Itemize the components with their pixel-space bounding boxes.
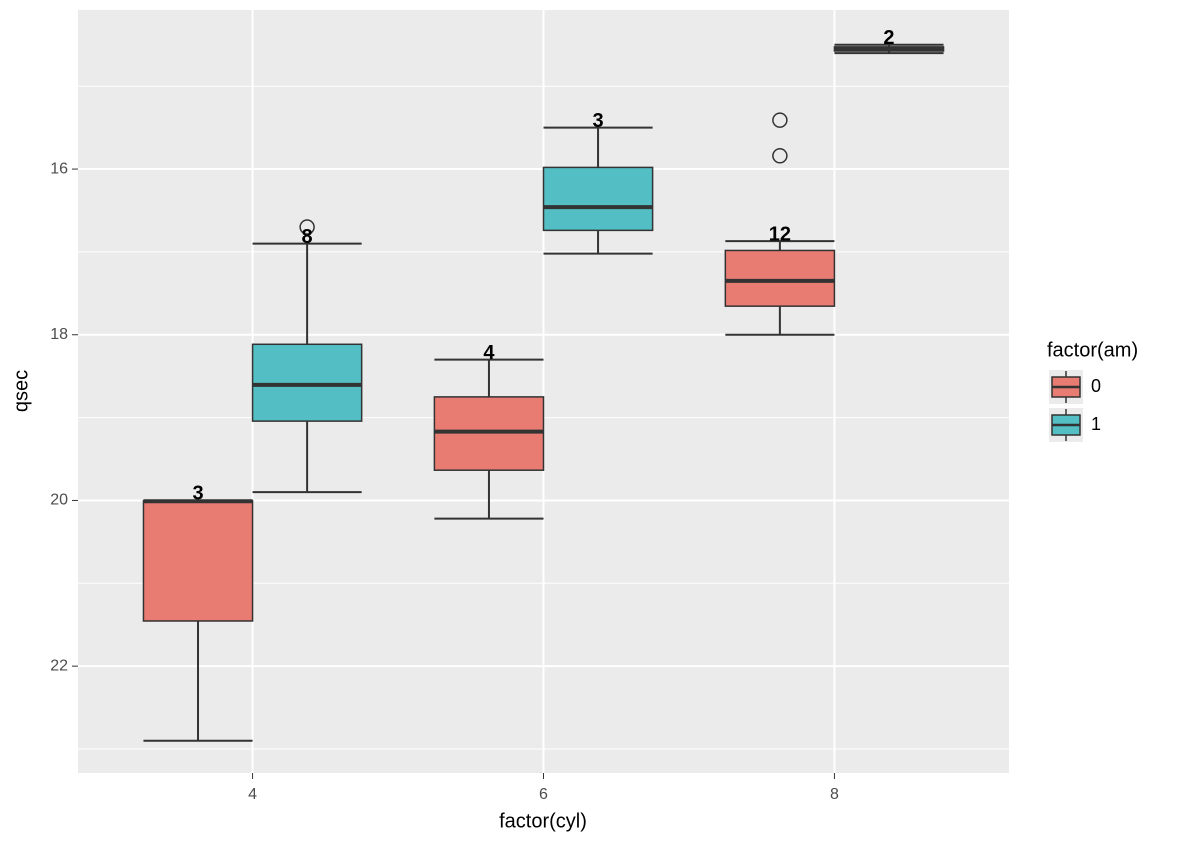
box (542, 166, 654, 232)
y-tick-label: 16 (50, 160, 68, 177)
count-label: 4 (483, 342, 495, 364)
count-label: 8 (302, 226, 313, 248)
box (251, 343, 363, 422)
marks: 3 4 12 8 3 2 (142, 27, 945, 742)
legend-title: factor(am) (1047, 339, 1138, 361)
box-group: 2 (833, 27, 945, 55)
y-tick-label: 18 (50, 326, 68, 343)
count-label: 2 (883, 27, 894, 49)
legend-label: 0 (1091, 376, 1101, 396)
count-label: 3 (192, 483, 203, 505)
box-group: 12 (724, 112, 836, 336)
outlier (772, 148, 788, 164)
x-tick-label: 6 (539, 786, 548, 803)
outlier (772, 112, 788, 128)
x-axis-title: factor(cyl) (499, 810, 587, 832)
count-label: 12 (769, 223, 791, 245)
y-tick-label: 20 (50, 492, 68, 509)
box (142, 500, 254, 622)
x-tick-label: 4 (248, 786, 257, 803)
box-group: 8 (251, 219, 363, 494)
y-axis-title: qsec (10, 370, 32, 412)
x-tick-label: 8 (830, 786, 839, 803)
box-group: 3 (142, 483, 254, 742)
box-group: 3 (542, 110, 654, 255)
box (724, 249, 836, 307)
box-group: 4 (433, 342, 545, 520)
count-label: 3 (592, 110, 603, 132)
y-tick-label: 22 (50, 657, 68, 674)
outlier (299, 219, 315, 235)
legend-label: 1 (1091, 414, 1101, 434)
